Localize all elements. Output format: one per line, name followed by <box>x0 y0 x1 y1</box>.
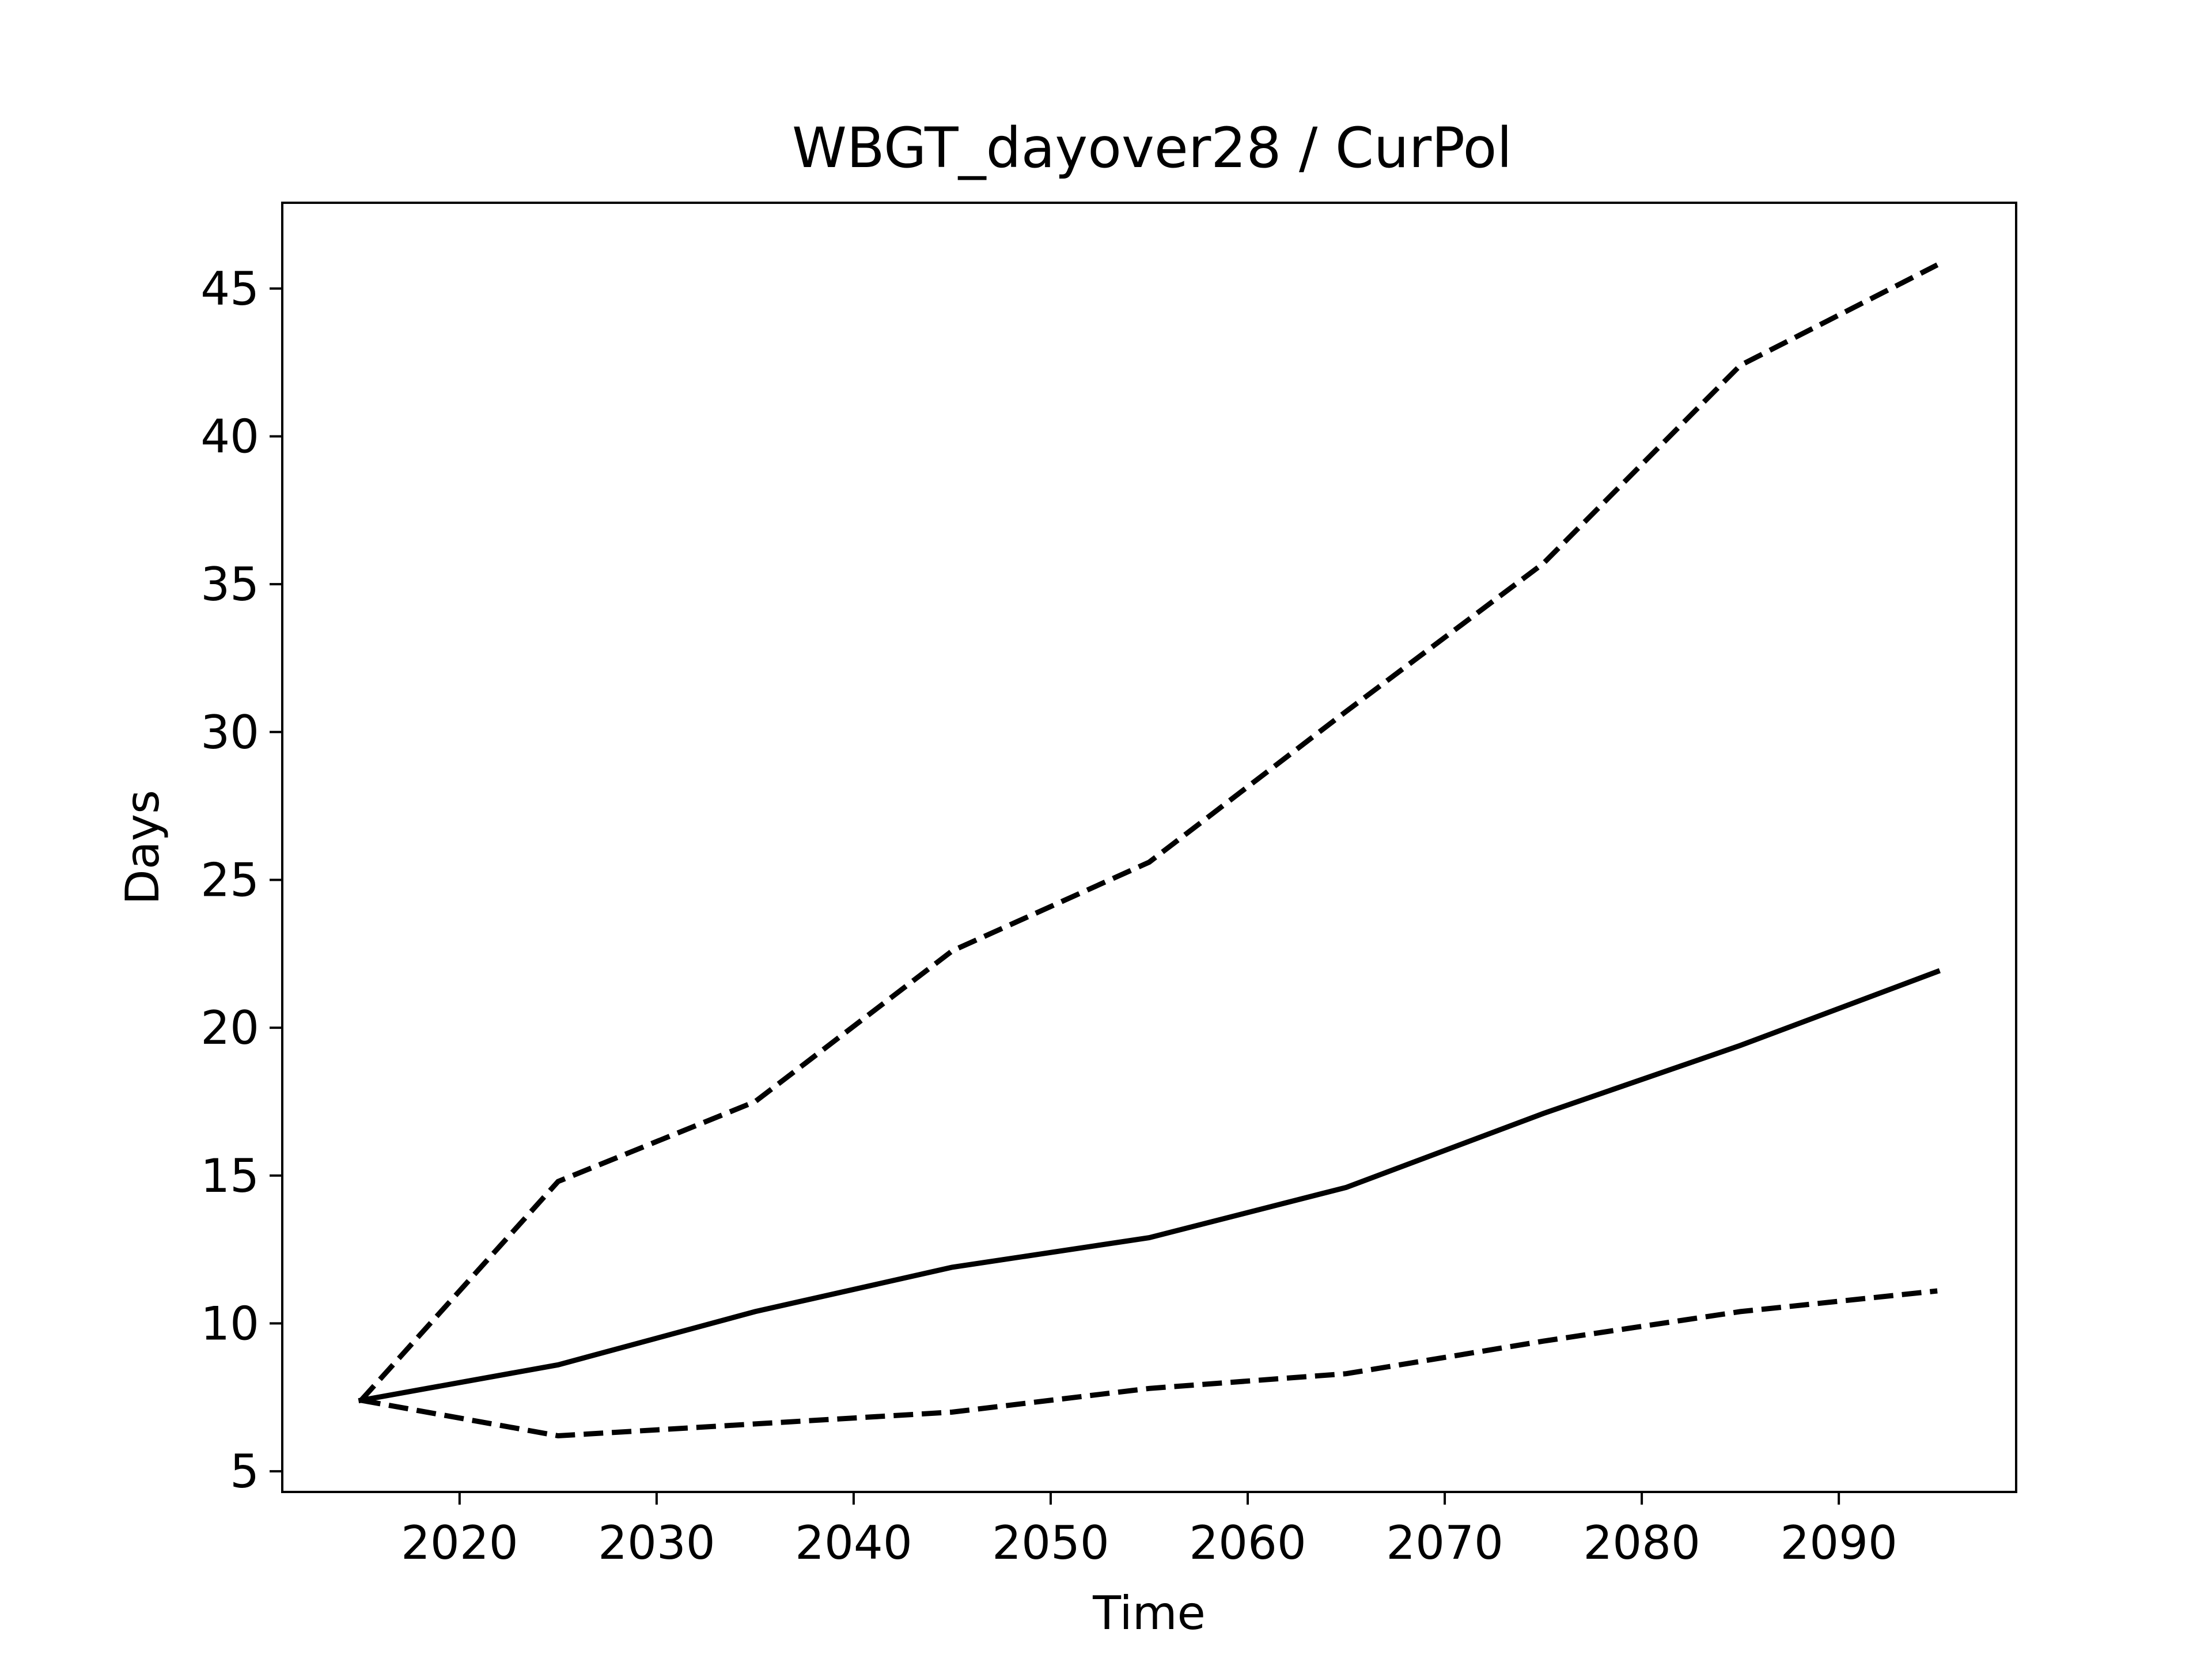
x-axis-label: Time <box>1092 1586 1206 1640</box>
y-tick-label: 35 <box>200 558 259 611</box>
axes-frame <box>281 202 2017 1493</box>
x-tick-label: 2070 <box>1386 1516 1503 1570</box>
x-tick-label: 2080 <box>1583 1516 1700 1570</box>
plot-area <box>358 262 1941 1439</box>
y-tick-label: 25 <box>200 853 259 907</box>
y-tick-label: 40 <box>200 410 259 464</box>
x-tick-label: 2030 <box>598 1516 715 1570</box>
y-tick-label: 20 <box>200 1001 259 1055</box>
series-line-2-solid <box>358 968 1941 1404</box>
y-tick-label: 10 <box>200 1297 259 1350</box>
y-tick-label: 15 <box>200 1149 259 1203</box>
y-tick-label: 5 <box>230 1445 259 1498</box>
x-axis-ticks: 2020 2030 2040 2050 2060 2070 2080 2090 <box>401 1492 1897 1570</box>
x-tick-label: 2090 <box>1780 1516 1897 1570</box>
y-axis-ticks: 5 10 15 20 25 30 35 40 45 <box>200 262 282 1498</box>
x-tick-label: 2060 <box>1189 1516 1306 1570</box>
series-line-1-dashed <box>359 262 1939 1402</box>
series-line-3-dashed <box>361 1288 1938 1439</box>
x-tick-label: 2040 <box>795 1516 912 1570</box>
y-axis-label: Days <box>116 790 169 905</box>
y-tick-label: 30 <box>200 706 259 759</box>
y-tick-label: 45 <box>200 262 259 316</box>
x-tick-label: 2020 <box>401 1516 518 1570</box>
chart-title: WBGT_dayover28 / CurPol <box>792 116 1512 180</box>
x-tick-label: 2050 <box>992 1516 1109 1570</box>
